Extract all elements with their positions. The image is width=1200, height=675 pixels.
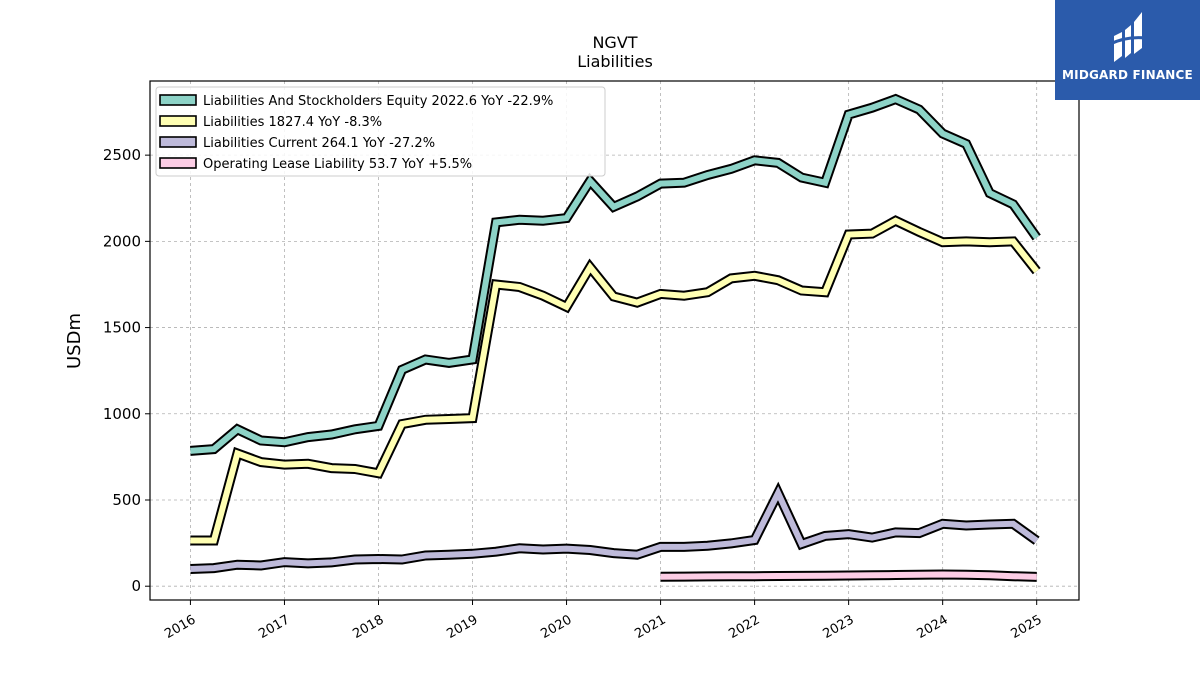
series-stroke bbox=[190, 217, 1040, 544]
y-tick-label: 0 bbox=[131, 577, 141, 595]
y-axis-label: USDm bbox=[64, 313, 85, 369]
y-tick-label: 1500 bbox=[103, 319, 141, 337]
brand-logo: MIDGARD FINANCE bbox=[1055, 0, 1200, 100]
x-tick-label: 2023 bbox=[820, 612, 856, 642]
brand-mark-icon bbox=[1109, 12, 1147, 62]
legend-swatch bbox=[159, 115, 197, 127]
x-tick-label: 2019 bbox=[444, 612, 480, 642]
series-stroke bbox=[660, 571, 1037, 580]
x-tick-label: 2017 bbox=[256, 612, 292, 642]
y-tick-label: 2000 bbox=[103, 232, 141, 250]
series-stroke bbox=[190, 486, 1039, 572]
legend-swatch bbox=[159, 157, 197, 169]
series-stroke bbox=[190, 95, 1040, 454]
y-tick-label: 2500 bbox=[103, 146, 141, 164]
y-tick-label: 500 bbox=[112, 491, 141, 509]
legend-label: Operating Lease Liability 53.7 YoY +5.5% bbox=[203, 157, 472, 172]
legend-label: Liabilities Current 264.1 YoY -27.2% bbox=[203, 136, 435, 151]
series-line-1 bbox=[190, 93, 1041, 456]
chart-title: NGVT bbox=[592, 33, 637, 52]
legend-box bbox=[155, 86, 606, 177]
x-tick-label: 2022 bbox=[726, 612, 762, 642]
series-line-2 bbox=[190, 215, 1041, 546]
x-tick-label: 2020 bbox=[538, 612, 574, 642]
chart-subtitle: Liabilities bbox=[577, 52, 653, 71]
brand-name: MIDGARD FINANCE bbox=[1062, 68, 1193, 82]
x-axis-ticks: 2016 2017 2018 2019 2020 2021 2022 2023 2024 2025 bbox=[162, 600, 1045, 642]
plot-frame bbox=[149, 80, 1080, 601]
legend-label: Liabilities 1827.4 YoY -8.3% bbox=[203, 115, 382, 130]
y-tick-label: 1000 bbox=[103, 405, 141, 423]
series-line-3 bbox=[190, 481, 1040, 574]
x-tick-label: 2021 bbox=[632, 612, 668, 642]
x-tick-label: 2024 bbox=[914, 612, 950, 642]
legend-label: Liabilities And Stockholders Equity 2022… bbox=[203, 94, 553, 109]
legend-swatch bbox=[159, 94, 197, 106]
series-line-4 bbox=[660, 569, 1037, 582]
x-tick-label: 2025 bbox=[1009, 612, 1045, 642]
series-outline bbox=[190, 215, 1041, 546]
legend-swatch bbox=[159, 136, 197, 148]
legend: Liabilities And Stockholders Equity 2022… bbox=[155, 86, 606, 177]
x-tick-label: 2016 bbox=[162, 612, 198, 642]
y-axis-ticks: 0 500 1000 1500 2000 2500 bbox=[103, 146, 150, 595]
x-tick-label: 2018 bbox=[350, 612, 386, 642]
series-lines bbox=[190, 93, 1041, 582]
